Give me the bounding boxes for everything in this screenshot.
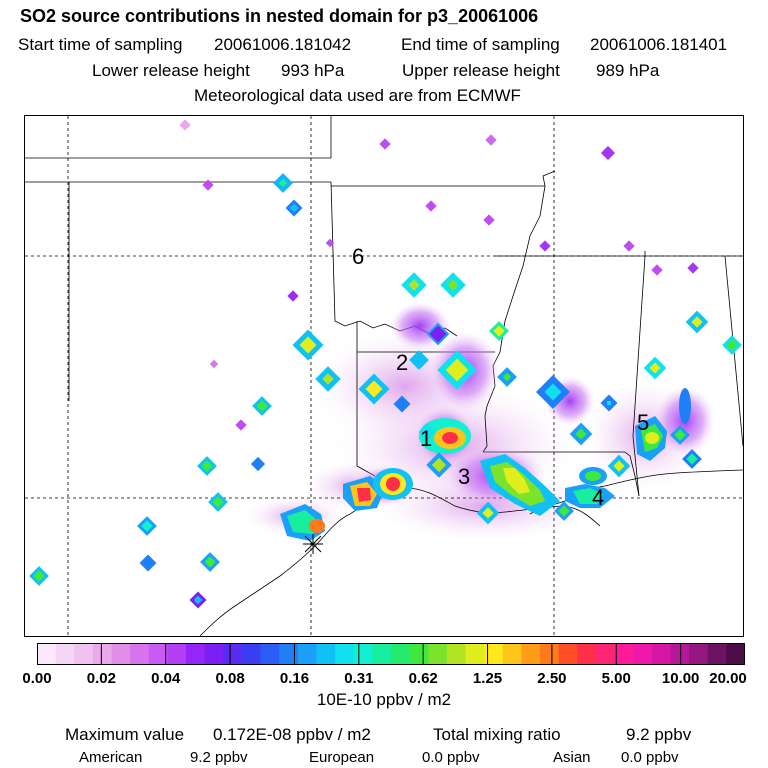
colorbar [37, 643, 745, 665]
colorbar-cell [167, 643, 187, 665]
colorbar-tick-label: 10.00 [661, 670, 700, 687]
colorbar-cell [130, 643, 150, 665]
colorbar-cell [391, 643, 411, 665]
colorbar-cell [148, 643, 168, 665]
colorbar-cell [633, 643, 653, 665]
colorbar-cell [428, 643, 448, 665]
lower-height-value: 993 hPa [281, 61, 345, 80]
colorbar-cell [540, 643, 560, 665]
colorbar-tick-label: 0.04 [151, 670, 181, 687]
colorbar-cell [316, 643, 336, 665]
map-canvas: 1 2 3 4 5 6 [25, 116, 743, 636]
colorbar-tick-label: 1.25 [472, 670, 503, 687]
source-label-5: 5 [637, 410, 649, 435]
colorbar-cell [614, 643, 634, 665]
colorbar-cell [502, 643, 522, 665]
met-data-note: Meteorological data used are from ECMWF [194, 86, 521, 105]
colorbar-cell [186, 643, 206, 665]
max-value-label: Maximum value [65, 725, 185, 744]
end-time-label: End time of sampling [401, 35, 560, 54]
asian-value: 0.0 ppbv [621, 749, 679, 766]
colorbar-cell [223, 643, 243, 665]
colorbar-cell [707, 643, 727, 665]
colorbar-cell [260, 643, 280, 665]
colorbar-tick-label: 5.00 [601, 670, 631, 687]
colorbar-cell [241, 643, 262, 665]
colorbar-cell [689, 643, 709, 665]
colorbar-tick-label: 0.31 [344, 670, 374, 687]
colorbar-units: 10E-10 ppbv / m2 [316, 690, 452, 709]
upper-height-label: Upper release height [402, 61, 560, 80]
european-value: 0.0 ppbv [422, 749, 480, 766]
hotspot-cyan-nw [273, 173, 303, 217]
colorbar-cell [670, 643, 690, 665]
colorbar-cell [55, 643, 75, 665]
colorbar-cell [726, 643, 745, 665]
colorbar-cell [484, 643, 504, 665]
american-value: 9.2 ppbv [190, 749, 248, 766]
grid-lines [25, 116, 743, 636]
colorbar-tick-label: 20.00 [709, 670, 747, 687]
colorbar-tick-label: 0.02 [86, 670, 116, 687]
colorbar-cell [446, 643, 467, 665]
colorbar-cell [279, 643, 299, 665]
colorbar-tick-label: 0.08 [215, 670, 245, 687]
colorbar-cell [595, 643, 616, 665]
colorbar-cell [558, 643, 578, 665]
colorbar-tick-label: 2.50 [537, 670, 567, 687]
colorbar-cell [521, 643, 541, 665]
state-boundaries [25, 116, 743, 636]
colorbar-cell [37, 643, 57, 665]
plot-title: SO2 source contributions in nested domai… [20, 6, 539, 26]
start-time-value: 20061006.181042 [214, 35, 352, 54]
end-time-value: 20061006.181401 [590, 35, 728, 54]
colorbar-cell [409, 643, 429, 665]
colorbar-cell [353, 643, 373, 665]
colorbar-cell [204, 643, 224, 665]
start-time-label: Start time of sampling [18, 35, 183, 54]
colorbar-cell [465, 643, 485, 665]
total-mixing-label: Total mixing ratio [433, 725, 561, 744]
colorbar-tick-label: 0.16 [279, 670, 310, 687]
source-label-4: 4 [592, 485, 604, 510]
american-label: American [79, 749, 143, 766]
european-label: European [309, 749, 375, 766]
upper-height-value: 989 hPa [596, 61, 660, 80]
colorbar-cell [335, 643, 355, 665]
max-value: 0.172E-08 ppbv / m2 [213, 725, 371, 744]
source-label-3: 3 [458, 464, 470, 489]
source-label-6: 6 [352, 244, 364, 269]
colorbar-cell [372, 643, 392, 665]
total-mixing-value: 9.2 ppbv [626, 725, 692, 744]
map-panel: 1 2 3 4 5 6 [24, 115, 744, 637]
colorbar-cell [651, 643, 671, 665]
source-label-1: 1 [420, 426, 432, 451]
colorbar-tick-label: 0.00 [22, 670, 52, 687]
colorbar-tick-label: 0.62 [408, 670, 438, 687]
sampling-location-marker [303, 534, 323, 554]
colorbar-cell [297, 643, 317, 665]
source-label-2: 2 [396, 350, 408, 375]
colorbar-cell [92, 643, 113, 665]
colorbar-cell [111, 643, 131, 665]
colorbar-cell [577, 643, 597, 665]
lower-height-label: Lower release height [92, 61, 250, 80]
colorbar-cell [74, 643, 94, 665]
asian-label: Asian [553, 749, 591, 766]
